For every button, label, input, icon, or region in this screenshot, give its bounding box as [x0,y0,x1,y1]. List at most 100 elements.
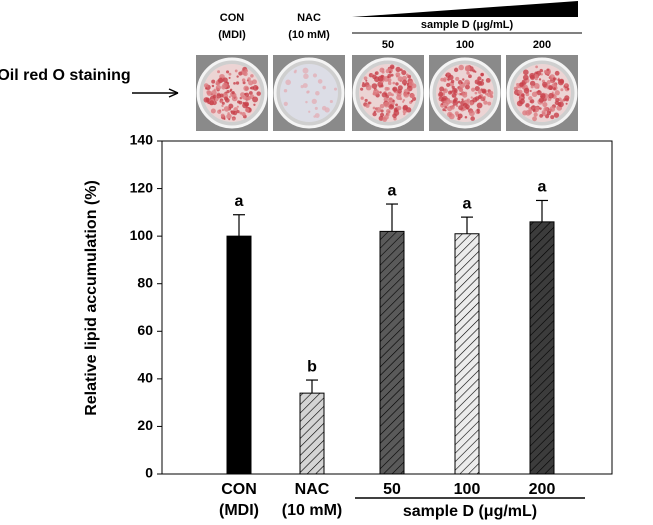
stain-dot [557,78,560,82]
stain-dot [485,78,491,83]
stain-dot [236,75,239,78]
stain-dot [539,114,543,118]
stain-dot [247,77,251,81]
stain-dot [308,110,311,113]
stain-dot [226,113,232,120]
stain-dot [360,87,364,91]
x-tick-label: 200 [529,481,556,498]
stain-dot [455,76,460,81]
stain-dot [539,107,542,110]
stain-dot [363,76,368,81]
stain-dot [211,79,216,84]
stain-dot [453,67,459,73]
stain-dot [373,110,377,113]
stain-dot [550,80,554,84]
stain-dot [472,97,478,103]
stain-dot [407,82,410,85]
stain-dot [457,100,461,104]
stain-dot [228,118,231,121]
stain-dot [452,87,458,94]
image-subheader: (MDI) [218,29,246,41]
stain-dot [243,85,249,92]
stain-dot [459,82,466,89]
stain-dot [229,88,233,92]
stain-dot [443,77,447,81]
stain-dot [362,81,365,85]
x-tick-label: 50 [383,481,401,498]
x-group-label: sample D (μg/mL) [403,503,537,520]
stain-dot [206,90,211,95]
stain-dot [395,103,398,107]
stain-dot [232,117,236,121]
stain-dot [401,70,407,76]
stain-dot [447,111,453,118]
stain-dot [464,104,470,110]
stain-dot [230,110,233,113]
stain-dot [248,80,254,86]
stain-dot [546,79,551,85]
stain-dot [203,83,209,88]
stain-dot [535,65,538,69]
stain-dot [477,89,482,94]
stain-dot [226,70,230,74]
stain-dot [539,68,543,73]
stain-dot [401,79,408,85]
stain-dot [324,107,330,113]
stain-dot [442,108,446,112]
well-bottom [280,64,338,122]
stain-dot [542,81,548,88]
stain-dot [474,85,480,92]
stain-dot [529,89,532,92]
stain-dot [215,84,222,91]
stain-dot [464,115,468,119]
stain-dot [548,85,553,91]
stain-dot [396,94,402,101]
stain-dot [565,102,568,105]
stain-dot [479,80,485,86]
stain-dot [458,87,464,92]
stain-dot [240,96,243,99]
stain-dot [560,88,564,92]
stain-dot [392,86,398,92]
stain-dot [240,92,245,98]
y-axis-label: Relative lipid accumulation (%) [83,180,100,416]
stain-dot [241,111,246,117]
significance-label: a [463,195,472,212]
stain-dot [248,91,253,95]
stain-dot [242,81,246,85]
stain-dot [243,101,250,107]
stain-dot [386,108,391,114]
stain-dot [236,105,239,108]
stain-dot [532,116,537,122]
stain-dot [516,82,520,87]
stain-dot [382,68,385,71]
stain-dot [483,95,486,99]
stain-dot [442,88,448,94]
stain-dot [468,74,472,79]
stain-dot [543,70,547,73]
dose-wedge [352,1,578,17]
stain-dot [217,70,221,74]
stain-dot [333,87,338,91]
significance-label: a [235,193,244,210]
stain-dot [209,100,215,106]
bar [454,233,480,475]
stain-dot [549,106,556,112]
stain-dot [464,84,470,90]
stain-dot [477,76,482,81]
stain-dot [480,73,484,77]
stain-dot [216,93,222,99]
stain-dot [303,73,309,80]
stain-dot [466,98,470,102]
stain-dot [403,83,407,86]
stain-dot [228,95,231,99]
stain-dot [231,91,235,95]
y-tick-label: 120 [130,179,154,195]
significance-label: b [307,358,317,375]
stain-dot [477,110,480,114]
stain-dot [302,67,309,74]
stain-dot [227,112,230,115]
stain-dot [476,102,483,109]
stain-dot [537,86,540,89]
